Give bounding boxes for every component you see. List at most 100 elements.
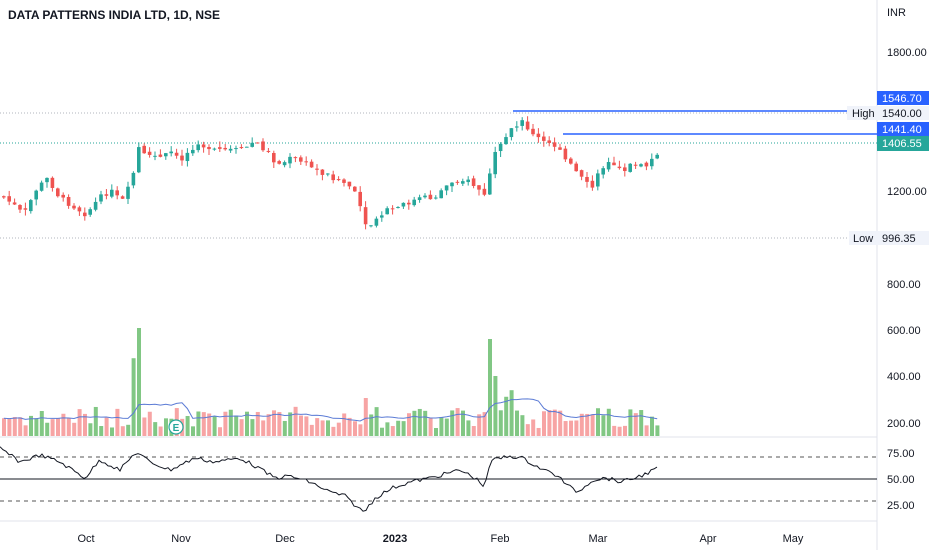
candle-body [347, 181, 352, 187]
volume-bars-group [2, 328, 660, 436]
volume-bar [536, 427, 541, 436]
volume-bar [412, 410, 417, 436]
low-value-bg [877, 231, 929, 245]
candle-body [239, 147, 244, 149]
volume-bar [520, 415, 525, 436]
volume-bar [261, 420, 266, 436]
candle-body [353, 186, 357, 192]
volume-bar [493, 376, 498, 436]
candle-body [417, 197, 422, 201]
candle-body [299, 157, 303, 162]
price-tick-1800: 1800.00 [887, 47, 927, 59]
volume-bar [590, 414, 595, 436]
volume-bar [7, 418, 12, 436]
earnings-marker[interactable]: E [168, 419, 184, 435]
volume-bar [66, 418, 71, 436]
volume-bar [115, 408, 120, 436]
volume-bar [380, 427, 384, 436]
candle-body [633, 164, 638, 166]
candle-body [261, 141, 265, 151]
rsi-line [0, 446, 658, 512]
volume-bar [277, 412, 282, 436]
candle-body [363, 207, 368, 225]
candle-body [277, 161, 281, 164]
volume-bar [596, 408, 600, 436]
volume-bar [498, 410, 503, 436]
tag-1546-bg [877, 91, 929, 105]
candle-body [482, 188, 487, 195]
candle-body [61, 194, 65, 198]
volume-bar [558, 410, 563, 436]
volume-bar [374, 407, 379, 436]
volume-bar [255, 411, 260, 436]
candle-body [558, 147, 562, 150]
volume-bar [623, 425, 627, 436]
earnings-circle [168, 419, 184, 435]
low-label: Low [853, 233, 873, 245]
candle-body [39, 182, 44, 191]
candle-body [579, 170, 584, 177]
candle-body [336, 179, 341, 181]
volume-bar [444, 418, 449, 436]
volume-bar [23, 425, 28, 436]
candle-body [439, 190, 443, 199]
tag-1546: 1546.70 [877, 91, 929, 105]
candle-body [374, 218, 379, 226]
volume-bar [142, 417, 147, 436]
volume-bar [250, 419, 255, 436]
time-label-2023: 2023 [383, 533, 407, 545]
candle-body [245, 146, 249, 148]
volume-bar [390, 426, 395, 436]
volume-bar [72, 422, 77, 436]
candle-body [552, 142, 557, 147]
candle-body [515, 126, 519, 128]
candle-body [223, 147, 227, 150]
volume-bar [137, 328, 141, 436]
high-value-bg [877, 106, 929, 120]
tag-1441-text: 1441.40 [882, 124, 922, 136]
candle-body [45, 177, 49, 183]
volume-bar [342, 413, 347, 436]
volume-bar [450, 410, 455, 436]
candle-body [525, 121, 530, 130]
volume-bar [488, 339, 492, 436]
volume-bar [45, 422, 50, 436]
candle-body [574, 163, 578, 172]
volume-bar [99, 426, 104, 436]
low-label-bg [849, 231, 877, 245]
candle-body [93, 201, 98, 210]
volume-bar [655, 425, 660, 436]
candle-body [110, 189, 114, 197]
volume-bar [644, 425, 649, 436]
candle-body [12, 202, 17, 205]
volume-bar [158, 426, 163, 436]
candle-body [569, 158, 573, 164]
candle-body [563, 148, 568, 160]
volume-bar [266, 414, 271, 436]
volume-bar [439, 417, 444, 436]
volume-ma-line [3, 398, 658, 422]
candle-body [428, 194, 433, 200]
candle-body [115, 190, 119, 196]
candle-body [158, 154, 163, 157]
volume-bar [585, 413, 590, 436]
volume-bar [153, 422, 158, 436]
volume-bar [509, 390, 514, 436]
candle-body [342, 179, 346, 183]
volume-bar [2, 418, 6, 436]
volume-bar [126, 424, 131, 436]
candle-body [369, 225, 373, 227]
candle-body [104, 194, 109, 196]
volume-bar [525, 424, 530, 436]
candle-body [293, 157, 298, 159]
volume-bar [552, 409, 557, 436]
candle-body [412, 199, 416, 206]
candle-body [174, 152, 179, 156]
volume-bar [315, 418, 320, 436]
candle-body [504, 137, 508, 145]
volume-bar [93, 406, 98, 436]
candle-body [396, 207, 400, 209]
candle-body [169, 151, 173, 154]
candle-body [56, 188, 60, 197]
